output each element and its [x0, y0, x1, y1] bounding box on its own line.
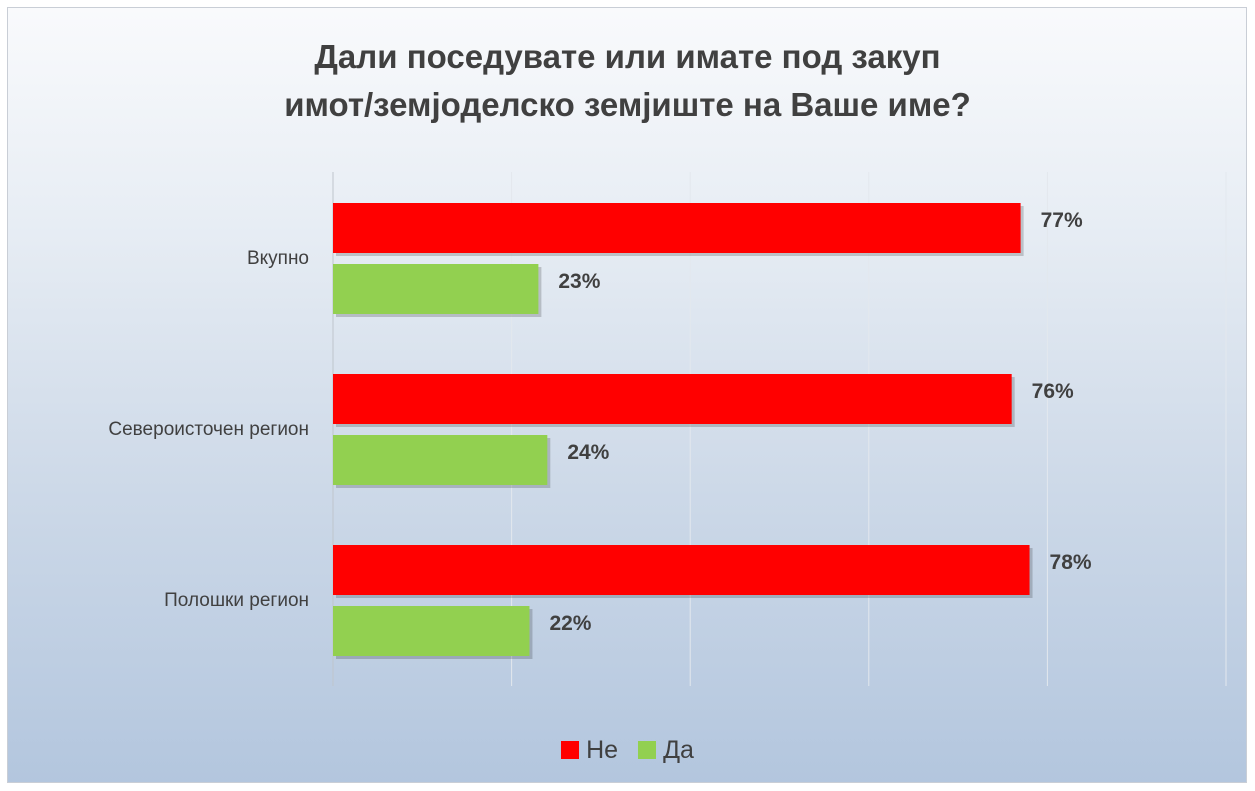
data-label: 77%	[1040, 209, 1083, 232]
legend-swatch-da	[638, 741, 657, 759]
bar-da	[333, 435, 548, 485]
chart-title-line-1: Дали поседувате или имате под закуп	[314, 38, 941, 75]
data-label: 78%	[1049, 551, 1092, 574]
legend-item-da: Да	[638, 735, 694, 765]
legend: Не Да	[0, 735, 1255, 765]
data-label: 76%	[1031, 380, 1074, 403]
legend-item-ne: Не	[561, 735, 618, 765]
legend-swatch-ne	[561, 741, 580, 759]
category-label: Вкупно	[246, 247, 309, 269]
bar-da	[333, 606, 530, 656]
data-label: 24%	[567, 441, 610, 464]
data-label: 23%	[558, 270, 601, 293]
chart-title-line-2: имот/земјоделско земјиште на Ваше име?	[284, 86, 971, 123]
category-label: Полошки регион	[164, 589, 309, 611]
bar-ne	[333, 203, 1021, 253]
chart-title: Дали поседувате или имате под закуп имот…	[0, 33, 1255, 129]
category-label: Североисточен регион	[108, 418, 309, 440]
data-label: 22%	[549, 612, 592, 635]
bar-ne	[333, 545, 1030, 595]
bar-ne	[333, 374, 1012, 424]
bar-da	[333, 264, 539, 314]
legend-label-ne: Не	[586, 736, 619, 764]
legend-label-da: Да	[663, 736, 694, 764]
